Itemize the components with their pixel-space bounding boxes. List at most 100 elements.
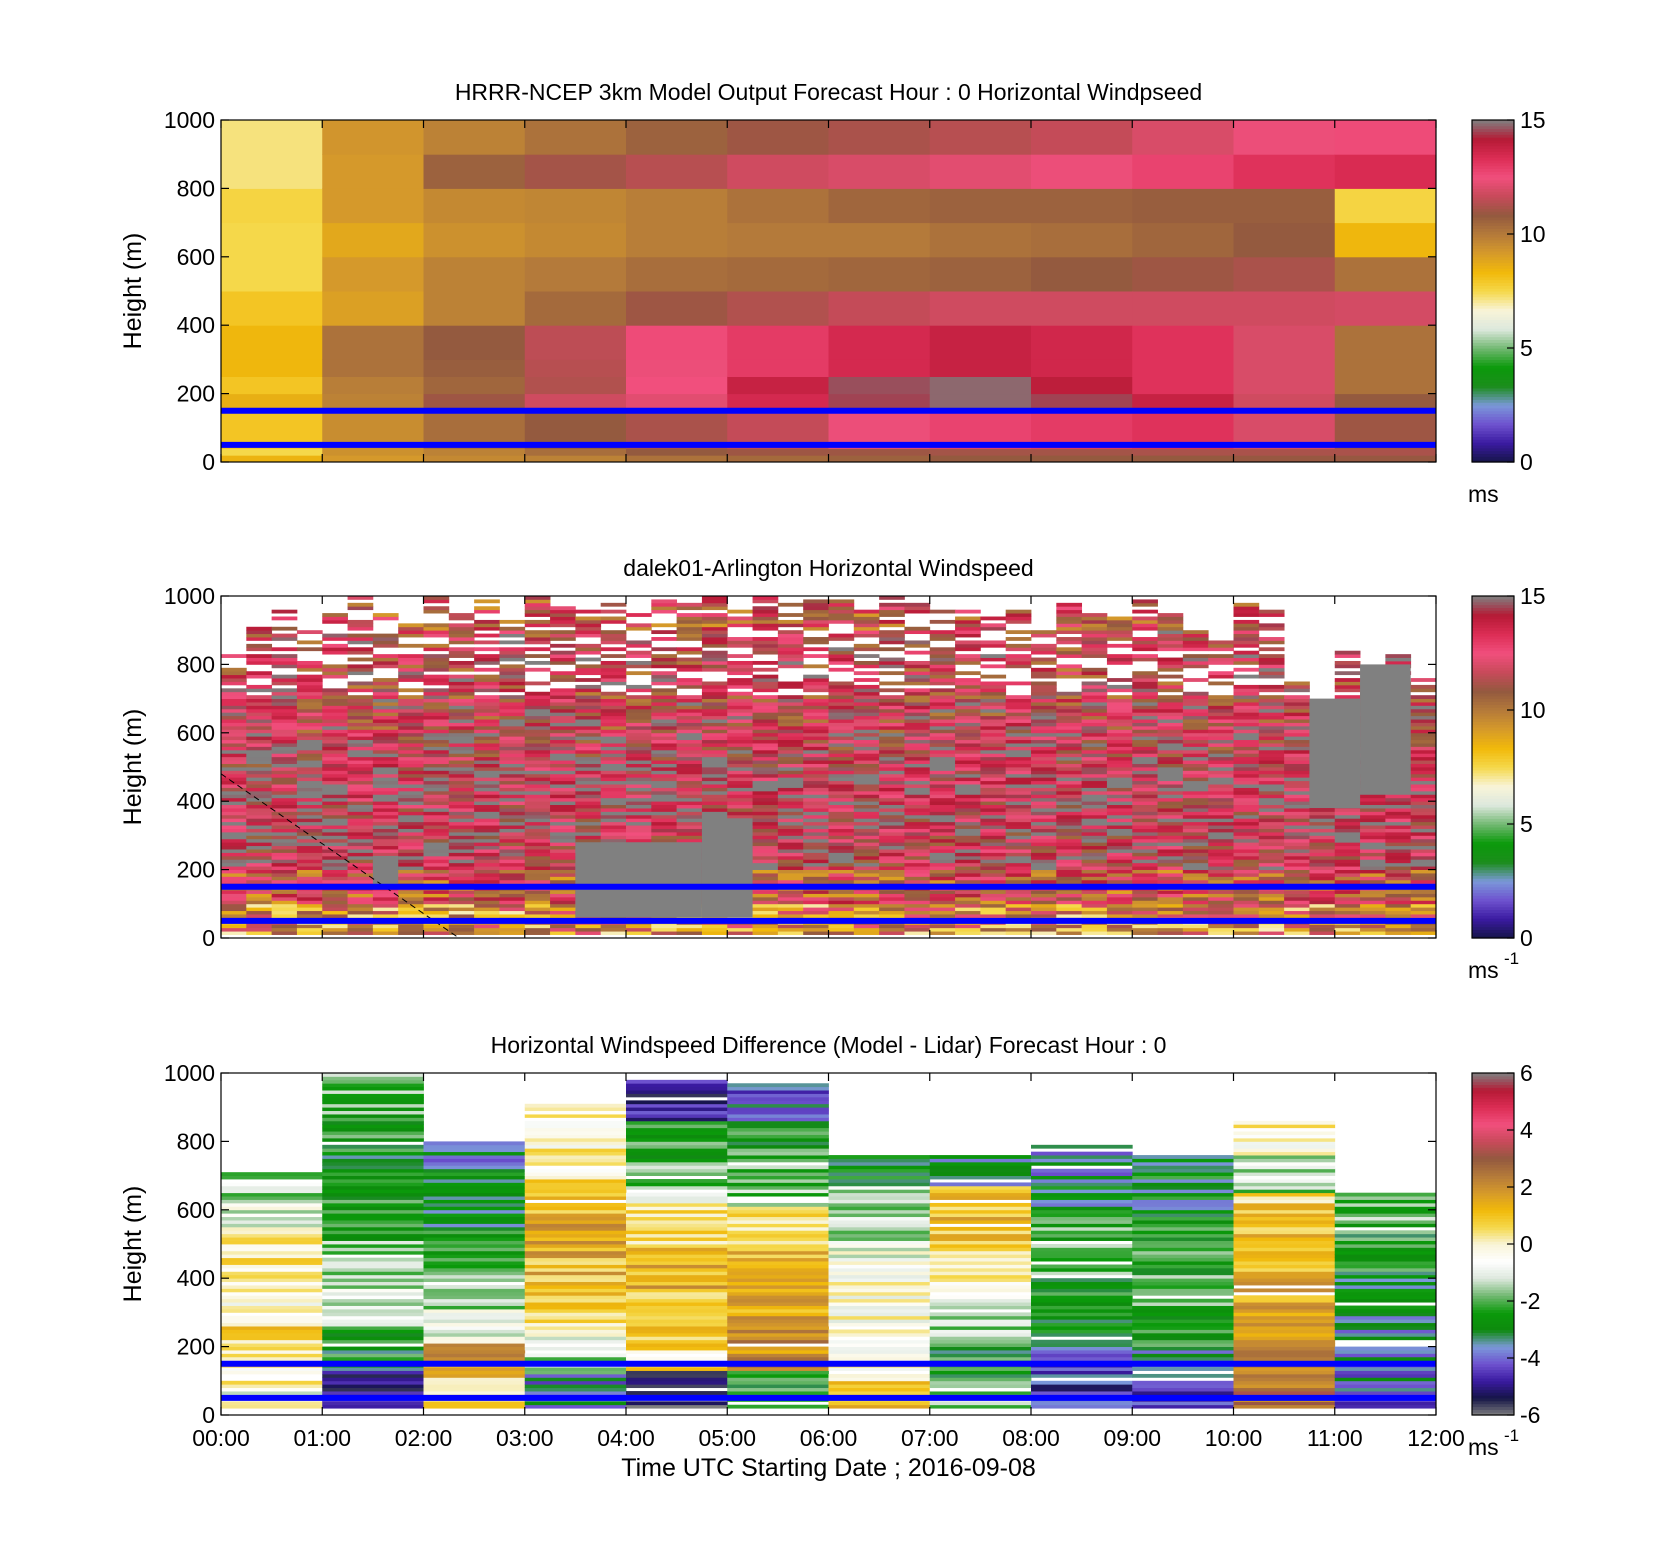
heatmap-cell xyxy=(474,828,500,833)
heatmap-cell xyxy=(752,760,779,764)
heatmap-cell xyxy=(322,814,348,819)
heatmap-cell xyxy=(828,794,855,799)
heatmap-cell xyxy=(828,876,855,881)
heatmap-cell xyxy=(1056,623,1083,628)
heatmap-cell xyxy=(423,719,450,723)
heatmap-cell xyxy=(904,931,931,935)
heatmap-cell xyxy=(980,784,1007,788)
heatmap-cell xyxy=(448,736,475,741)
heatmap-cell xyxy=(803,712,829,717)
heatmap-cell xyxy=(651,698,678,703)
heatmap-cell xyxy=(1056,616,1083,621)
heatmap-cell xyxy=(575,760,602,764)
heatmap-cell xyxy=(828,770,855,775)
colorbar-swatch xyxy=(1472,142,1514,147)
heatmap-cell xyxy=(1106,654,1133,658)
heatmap-cell xyxy=(929,804,956,809)
heatmap-cell xyxy=(626,760,652,764)
heatmap-cell xyxy=(423,654,450,658)
heatmap-cell xyxy=(1031,808,1057,812)
heatmap-cell xyxy=(1157,900,1184,905)
heatmap-cell xyxy=(929,903,956,908)
heatmap-cell xyxy=(221,1182,323,1187)
heatmap-cell xyxy=(1284,784,1310,788)
heatmap-cell xyxy=(1233,831,1260,836)
heatmap-cell xyxy=(1081,873,1108,877)
heatmap-cell xyxy=(221,1315,323,1320)
heatmap-cell xyxy=(626,1384,728,1389)
heatmap-cell xyxy=(1157,681,1184,686)
heatmap-cell xyxy=(1157,619,1184,624)
heatmap-cell xyxy=(879,743,905,747)
heatmap-cell xyxy=(524,613,551,617)
heatmap-cell xyxy=(246,715,273,720)
heatmap-cell xyxy=(1233,866,1260,870)
heatmap-cell xyxy=(575,619,602,624)
heatmap-cell xyxy=(1157,797,1184,802)
heatmap-cell xyxy=(271,914,298,918)
heatmap-cell xyxy=(524,1179,627,1183)
heatmap-cell xyxy=(1132,725,1158,730)
heatmap-cell xyxy=(524,780,551,785)
heatmap-cell xyxy=(1005,910,1032,915)
heatmap-cell xyxy=(904,664,931,669)
heatmap-cell xyxy=(980,770,1007,775)
heatmap-cell xyxy=(1410,749,1437,754)
heatmap-cell xyxy=(853,684,880,689)
heatmap-cell xyxy=(524,1206,627,1211)
heatmap-cell xyxy=(904,602,931,607)
heatmap-cell xyxy=(701,640,728,645)
heatmap-cell xyxy=(980,643,1007,648)
heatmap-cell xyxy=(929,619,956,624)
colorbar-swatch xyxy=(1472,131,1514,135)
heatmap-cell xyxy=(271,794,298,799)
heatmap-cell xyxy=(499,722,526,727)
heatmap-cell xyxy=(1106,790,1133,795)
heatmap-cell xyxy=(271,849,298,853)
heatmap-cell xyxy=(879,914,905,918)
heatmap-cell xyxy=(1081,712,1108,717)
colorbar-swatch xyxy=(1472,601,1514,606)
heatmap-cell xyxy=(423,1192,526,1197)
heatmap-cell xyxy=(347,777,374,782)
heatmap-cell xyxy=(626,325,728,360)
heatmap-cell xyxy=(499,712,526,717)
colorbar-swatch xyxy=(1472,279,1514,284)
heatmap-cell xyxy=(828,736,855,741)
heatmap-cell xyxy=(1031,120,1133,155)
heatmap-cell xyxy=(1005,657,1032,662)
heatmap-cell xyxy=(322,931,348,935)
heatmap-cell xyxy=(1208,671,1234,676)
colorbar-swatch xyxy=(1472,139,1514,144)
heatmap-cell xyxy=(752,609,779,614)
heatmap-cell xyxy=(1132,831,1158,836)
heatmap-cell xyxy=(246,828,273,833)
heatmap-cell xyxy=(980,821,1007,826)
heatmap-cell xyxy=(1081,695,1108,699)
heatmap-cell xyxy=(1258,879,1285,884)
heatmap-cell xyxy=(1208,903,1234,908)
colorbar-swatch xyxy=(1472,621,1514,626)
heatmap-cell xyxy=(803,907,829,912)
heatmap-cell xyxy=(752,613,779,617)
heatmap-cell xyxy=(929,688,956,693)
heatmap-cell xyxy=(1132,640,1158,645)
heatmap-cell xyxy=(1208,654,1234,658)
heatmap-cell xyxy=(524,1247,627,1252)
heatmap-cell xyxy=(1005,616,1032,621)
heatmap-cell xyxy=(904,859,931,864)
heatmap-cell xyxy=(271,780,298,785)
heatmap-cell xyxy=(423,1285,526,1289)
heatmap-cell xyxy=(676,732,703,737)
heatmap-cell xyxy=(271,869,298,874)
heatmap-cell xyxy=(221,794,247,799)
heatmap-cell xyxy=(423,1247,526,1252)
heatmap-cell xyxy=(524,1339,627,1344)
heatmap-cell xyxy=(322,1230,424,1235)
heatmap-cell xyxy=(1157,773,1184,778)
heatmap-cell xyxy=(904,842,931,847)
heatmap-cell xyxy=(499,702,526,706)
heatmap-cell xyxy=(322,1332,424,1337)
heatmap-cell xyxy=(1385,862,1412,867)
heatmap-cell xyxy=(676,705,703,710)
